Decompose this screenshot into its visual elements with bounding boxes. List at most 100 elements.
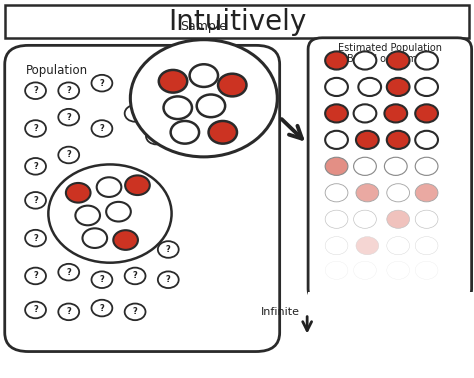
Text: ?: ? (166, 98, 171, 107)
Text: ?: ? (66, 268, 71, 277)
Circle shape (125, 268, 146, 284)
Circle shape (58, 304, 79, 320)
Circle shape (387, 184, 410, 202)
Circle shape (25, 302, 46, 318)
Circle shape (415, 184, 438, 202)
Circle shape (387, 78, 410, 96)
Text: ?: ? (100, 124, 104, 133)
Circle shape (25, 120, 46, 137)
Circle shape (387, 51, 410, 70)
Circle shape (354, 51, 376, 70)
Circle shape (387, 131, 410, 149)
Circle shape (415, 261, 438, 279)
Circle shape (146, 128, 167, 144)
Circle shape (415, 131, 438, 149)
Circle shape (325, 210, 348, 228)
Circle shape (25, 192, 46, 209)
Circle shape (354, 104, 376, 122)
Text: ?: ? (33, 124, 38, 133)
Circle shape (25, 82, 46, 99)
Circle shape (190, 64, 218, 87)
Circle shape (125, 304, 146, 320)
Circle shape (384, 157, 407, 175)
Text: ?: ? (154, 132, 159, 141)
Circle shape (58, 222, 79, 239)
Circle shape (356, 237, 379, 255)
Circle shape (58, 82, 79, 99)
Circle shape (91, 300, 112, 316)
Circle shape (387, 210, 410, 228)
Circle shape (354, 261, 376, 279)
Circle shape (325, 131, 348, 149)
Bar (308, 292, 474, 378)
FancyBboxPatch shape (5, 45, 280, 352)
Circle shape (325, 78, 348, 96)
Circle shape (158, 271, 179, 288)
FancyBboxPatch shape (308, 38, 472, 301)
Circle shape (130, 40, 277, 157)
Circle shape (387, 261, 410, 279)
Circle shape (197, 94, 225, 117)
Circle shape (415, 78, 438, 96)
Text: ?: ? (33, 196, 38, 205)
Text: ?: ? (166, 275, 171, 284)
Circle shape (125, 105, 146, 122)
Text: ?: ? (66, 86, 71, 95)
Circle shape (158, 94, 179, 110)
Circle shape (415, 210, 438, 228)
Circle shape (415, 157, 438, 175)
Text: ?: ? (166, 245, 171, 254)
Text: ?: ? (33, 305, 38, 314)
Text: Sample: Sample (180, 20, 228, 33)
Circle shape (159, 70, 187, 93)
Circle shape (325, 157, 348, 175)
Text: Infinite: Infinite (261, 307, 300, 317)
Circle shape (325, 51, 348, 70)
Circle shape (209, 121, 237, 144)
Circle shape (25, 230, 46, 246)
Circle shape (171, 121, 199, 144)
Circle shape (91, 75, 112, 91)
Circle shape (91, 120, 112, 137)
Circle shape (384, 104, 407, 122)
Text: ?: ? (66, 226, 71, 235)
Circle shape (325, 261, 348, 279)
Circle shape (66, 183, 91, 203)
Text: ?: ? (133, 307, 137, 316)
Text: Estimated Population
Based on Sample: Estimated Population Based on Sample (338, 43, 442, 64)
Text: ?: ? (133, 271, 137, 280)
Text: ?: ? (33, 234, 38, 243)
Circle shape (415, 51, 438, 70)
Circle shape (58, 109, 79, 125)
Circle shape (358, 78, 381, 96)
Circle shape (325, 104, 348, 122)
Text: ?: ? (66, 307, 71, 316)
Circle shape (158, 241, 179, 258)
Circle shape (75, 206, 100, 225)
Text: ?: ? (66, 113, 71, 122)
Circle shape (58, 264, 79, 280)
Circle shape (218, 74, 246, 96)
Text: ?: ? (33, 86, 38, 95)
Circle shape (82, 228, 107, 248)
Text: ?: ? (100, 79, 104, 88)
Circle shape (356, 131, 379, 149)
Circle shape (91, 271, 112, 288)
Text: ?: ? (66, 150, 71, 160)
Text: ?: ? (133, 109, 137, 118)
Text: ?: ? (100, 304, 104, 313)
Circle shape (25, 268, 46, 284)
Circle shape (415, 104, 438, 122)
Circle shape (137, 82, 157, 99)
Circle shape (415, 237, 438, 255)
Circle shape (354, 157, 376, 175)
Text: Intuitively: Intuitively (168, 8, 306, 36)
Circle shape (125, 175, 150, 195)
Circle shape (106, 202, 131, 222)
Circle shape (356, 184, 379, 202)
Circle shape (48, 164, 172, 263)
Text: ?: ? (100, 275, 104, 284)
FancyBboxPatch shape (5, 5, 469, 38)
Circle shape (325, 184, 348, 202)
Circle shape (354, 210, 376, 228)
